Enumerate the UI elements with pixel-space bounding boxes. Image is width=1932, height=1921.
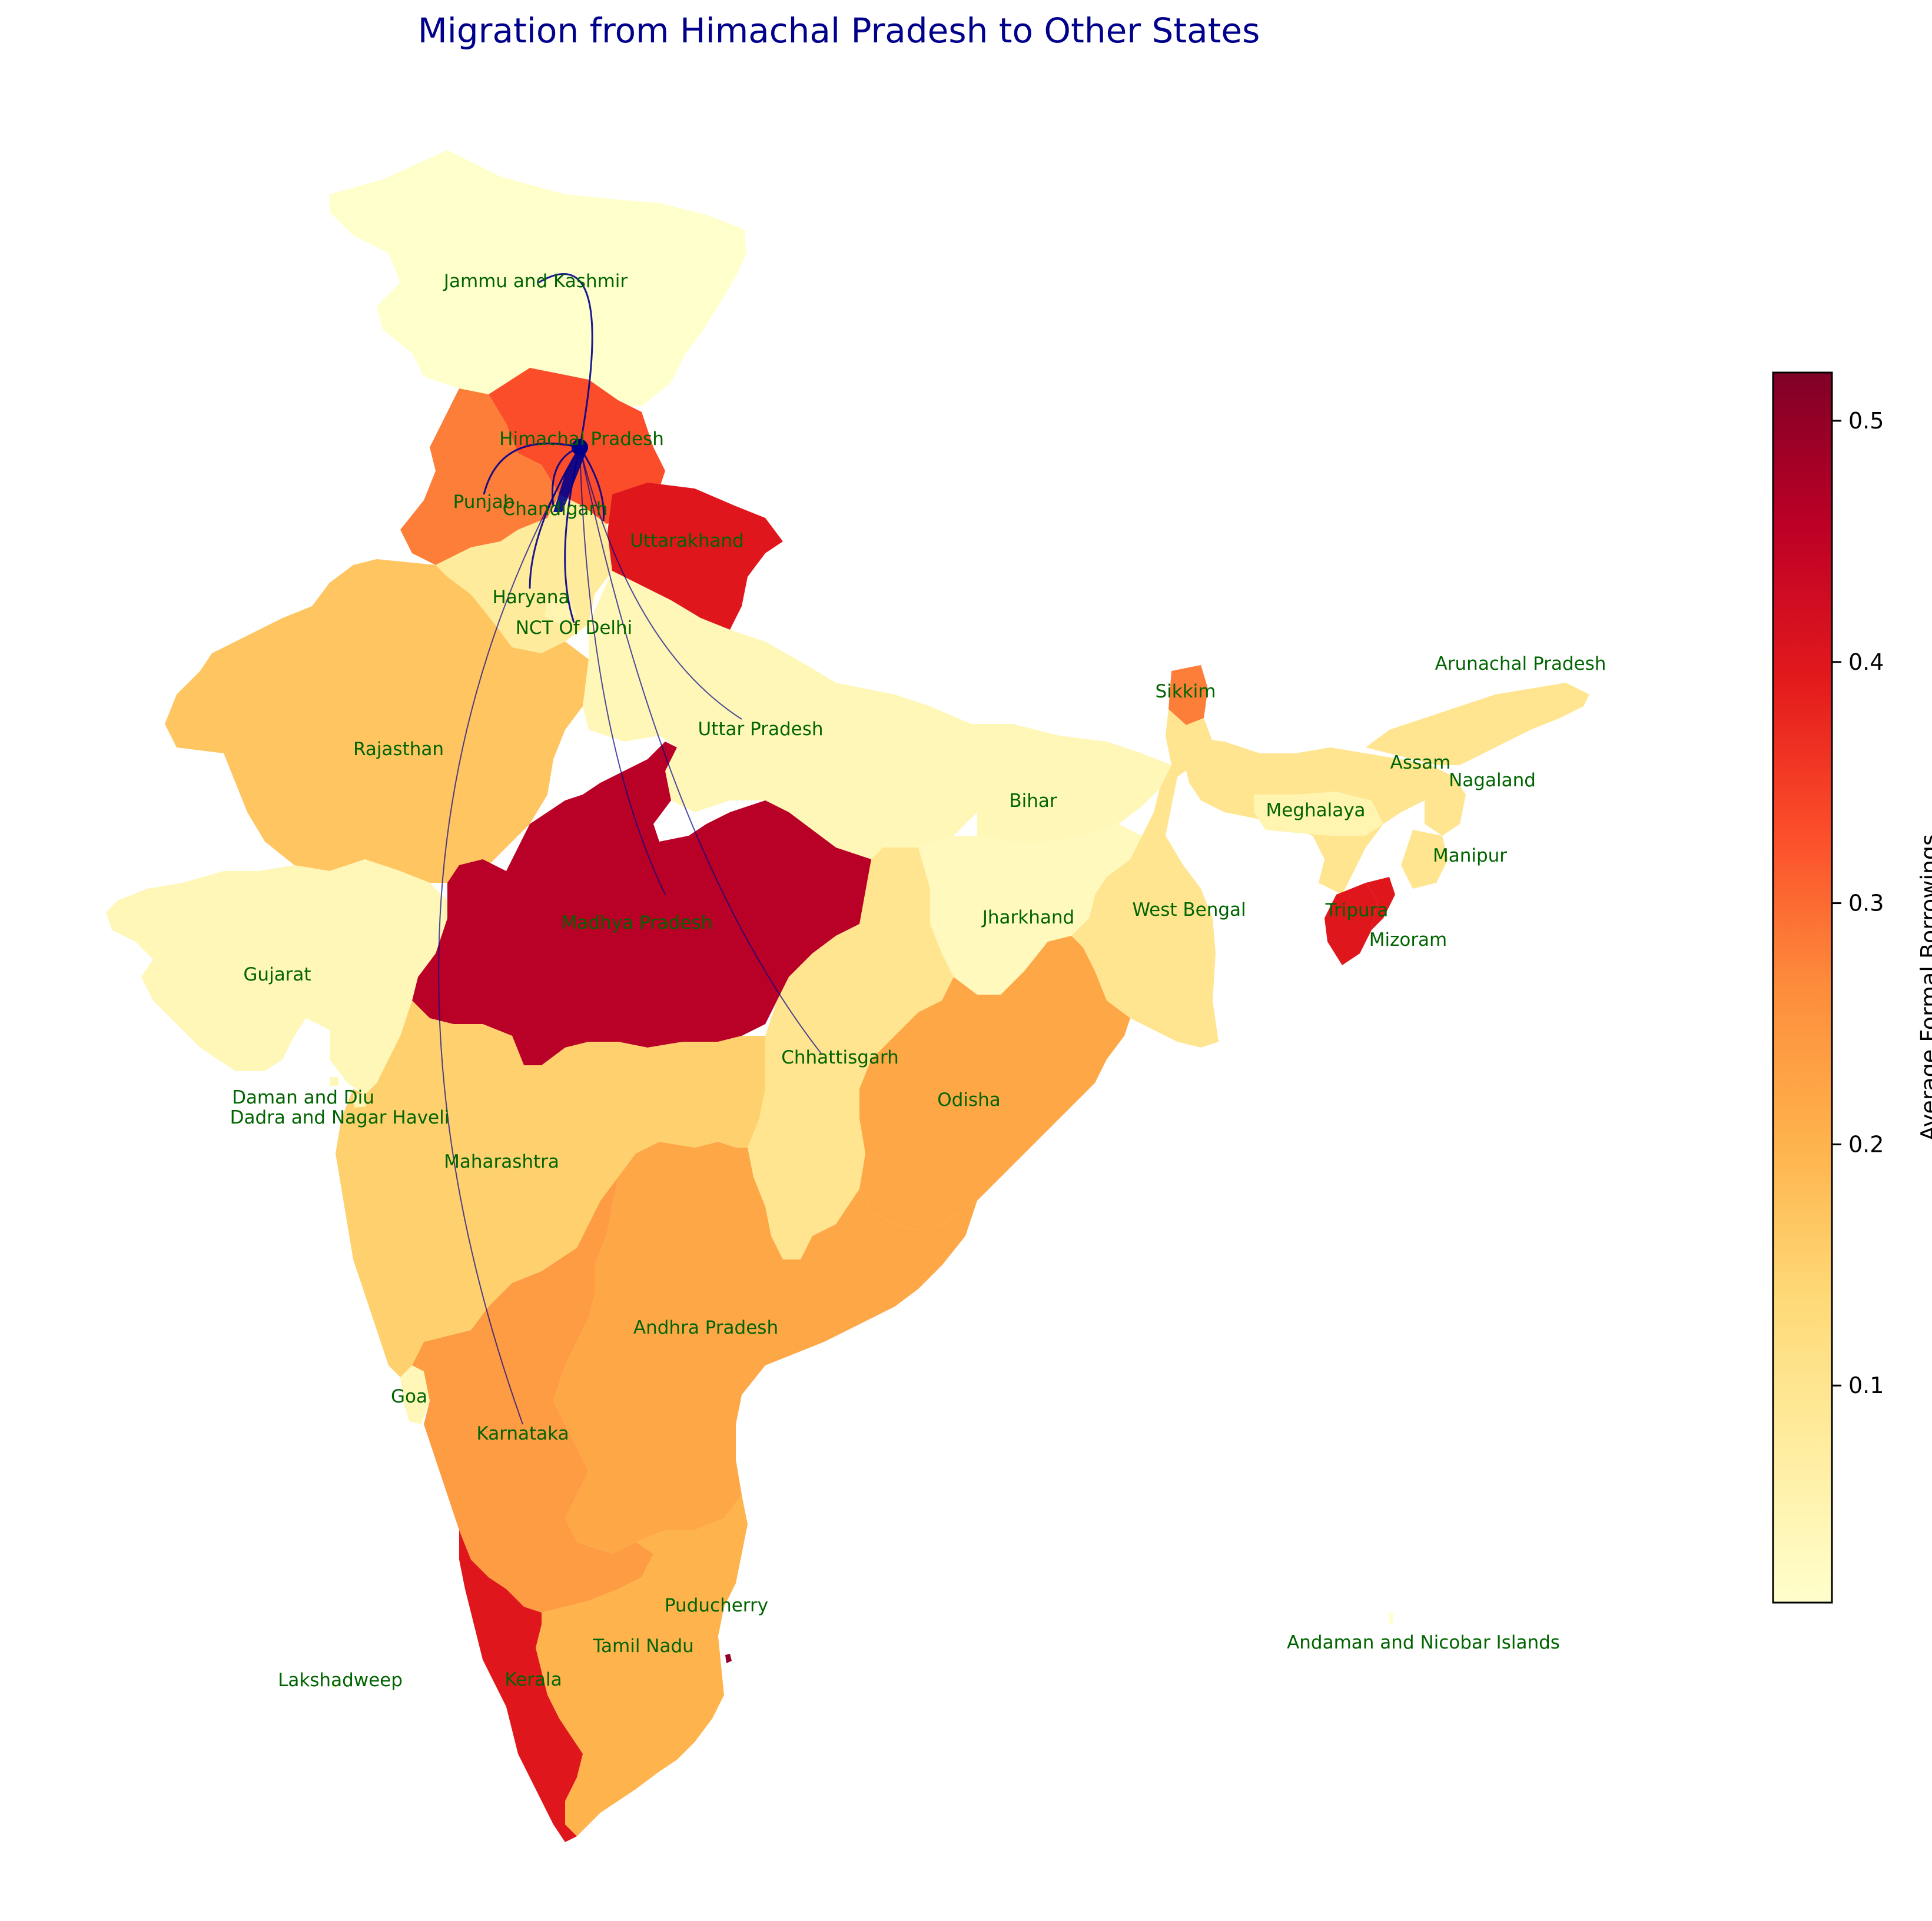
origin-marker	[572, 439, 588, 456]
state-label: Bihar	[1009, 790, 1057, 812]
migration-arc	[579, 447, 605, 521]
state-label: Chandigarh	[503, 498, 608, 520]
state-jammu-and-kashmir[interactable]	[330, 150, 746, 406]
colorbar-gradient	[1772, 371, 1833, 1604]
state-chhattisgarh[interactable]	[748, 848, 954, 1259]
migration-arc	[483, 443, 580, 495]
state-label: Dadra and Nagar Haveli	[230, 1107, 450, 1128]
state-bihar[interactable]	[971, 724, 1171, 842]
state-label: Rajasthan	[353, 739, 444, 760]
state-label: Goa	[391, 1386, 427, 1407]
colorbar-tick-label: 0.5	[1848, 408, 1884, 434]
state-label: Madhya Pradesh	[562, 912, 713, 933]
state-label: Uttar Pradesh	[698, 719, 823, 740]
state-label: Lakshadweep	[278, 1670, 403, 1691]
state-punjab[interactable]	[400, 388, 559, 565]
colorbar-tick-label: 0.3	[1848, 890, 1884, 916]
state-uttarakhand[interactable]	[606, 483, 783, 630]
migration-arc	[579, 447, 666, 895]
state-lakshadweep[interactable]	[333, 1683, 337, 1688]
state-jharkhand[interactable]	[918, 824, 1142, 995]
state-label: Mizoram	[1369, 929, 1448, 950]
state-goa[interactable]	[400, 1365, 430, 1424]
state-label: Uttarakhand	[630, 530, 744, 551]
state-label: Andhra Pradesh	[633, 1317, 778, 1338]
state-label: Tripura	[1325, 900, 1389, 921]
colorbar-ticks: 0.1 0.2 0.3 0.4 0.5	[1832, 408, 1884, 1398]
state-label: Manipur	[1433, 845, 1507, 866]
state-madhya-pradesh[interactable]	[412, 742, 871, 1065]
colorbar-tick-label: 0.1	[1848, 1372, 1884, 1398]
migration-arc	[579, 447, 822, 1054]
state-tamil-nadu[interactable]	[536, 1495, 748, 1836]
state-label: Kerala	[504, 1669, 562, 1690]
state-label: Assam	[1390, 752, 1451, 773]
state-label: Himachal Pradesh	[499, 428, 664, 450]
state-puducherry[interactable]	[725, 1654, 732, 1663]
state-uttar-pradesh[interactable]	[583, 571, 1013, 859]
state-tripura[interactable]	[1324, 883, 1377, 965]
state-meghalaya[interactable]	[1254, 792, 1383, 836]
arc-origin-cluster	[553, 447, 586, 512]
state-label: NCT Of Delhi	[516, 617, 633, 639]
state-sikkim[interactable]	[1169, 665, 1208, 725]
state-label: Haryana	[492, 587, 569, 608]
colorbar-tick-label: 0.2	[1848, 1131, 1884, 1157]
state-label: Nagaland	[1449, 770, 1536, 791]
migration-arc	[538, 272, 593, 448]
state-dadra-and-nagar-haveli[interactable]	[353, 1094, 366, 1108]
state-daman-and-diu[interactable]	[330, 1077, 338, 1086]
state-label: Jammu and Kashmir	[443, 271, 628, 292]
state-label: West Bengal	[1132, 899, 1246, 920]
state-label: Gujarat	[243, 964, 311, 985]
state-label: Meghalaya	[1266, 800, 1365, 821]
colorbar-tick-label: 0.4	[1848, 649, 1884, 675]
state-karnataka[interactable]	[412, 1177, 653, 1613]
state-label: Jharkhand	[981, 907, 1074, 928]
state-label: Daman and Diu	[232, 1087, 374, 1108]
colorbar: 0.1 0.2 0.3 0.4 0.5 Average Formal Borrowing…	[1772, 371, 1932, 1604]
colorbar-label: Average Formal Borrowings	[1916, 834, 1932, 1141]
state-arunachal-pradesh[interactable]	[1366, 683, 1589, 765]
map-title: Migration from Himachal Pradesh to Other…	[418, 11, 1260, 51]
state-label: Tamil Nadu	[592, 1636, 694, 1657]
state-rajasthan[interactable]	[165, 559, 589, 883]
state-label: Chhattisgarh	[781, 1047, 899, 1068]
state-label: Odisha	[937, 1089, 1001, 1111]
state-gujarat[interactable]	[106, 859, 447, 1095]
state-kerala[interactable]	[459, 1530, 583, 1842]
state-andhra-pradesh[interactable]	[553, 1142, 977, 1554]
state-regions	[106, 150, 1589, 1842]
state-andaman-and-nicobar-islands[interactable]	[1389, 1613, 1393, 1624]
migration-arc	[579, 447, 742, 720]
state-label: Arunachal Pradesh	[1435, 653, 1606, 674]
state-nagaland[interactable]	[1425, 777, 1466, 836]
state-label: Puducherry	[665, 1595, 768, 1616]
migration-arc	[438, 447, 580, 1425]
state-label: Sikkim	[1155, 681, 1216, 702]
state-label: Punjab	[453, 491, 515, 513]
state-odisha[interactable]	[859, 936, 1130, 1230]
state-maharashtra[interactable]	[336, 1001, 765, 1377]
state-label: Karnataka	[476, 1423, 569, 1444]
state-mizoram[interactable]	[1366, 877, 1395, 930]
state-label: Maharashtra	[444, 1151, 559, 1172]
state-label: Andaman and Nicobar Islands	[1287, 1632, 1560, 1653]
state-manipur[interactable]	[1401, 830, 1448, 889]
state-west-bengal[interactable]	[1071, 709, 1219, 1048]
migration-arcs	[438, 272, 822, 1425]
